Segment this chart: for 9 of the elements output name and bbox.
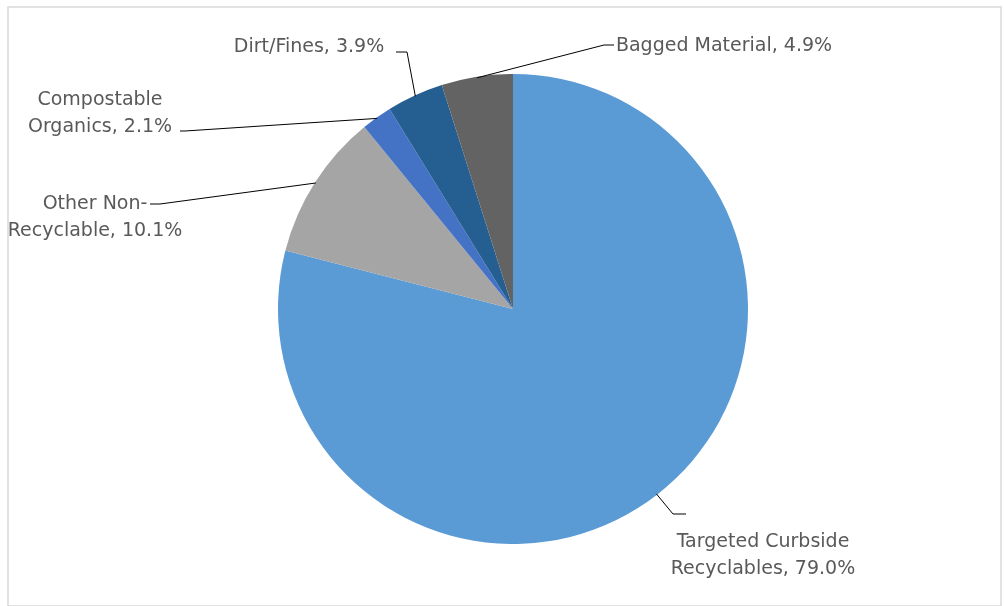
pie-slice <box>441 74 513 309</box>
slice-label: Compostable Organics, 2.1% <box>27 86 173 136</box>
pie-slice <box>364 109 513 309</box>
pie-slice <box>285 126 513 309</box>
slice-label: Bagged Material, 4.9% <box>615 33 833 55</box>
pie-slice <box>389 85 513 309</box>
slice-label: Targeted Curbside Recyclables, 79.0% <box>670 528 856 578</box>
slice-label: Dirt/Fines, 3.9% <box>233 34 385 56</box>
slice-label: Other Non-Recyclable, 10.1% <box>7 190 183 240</box>
